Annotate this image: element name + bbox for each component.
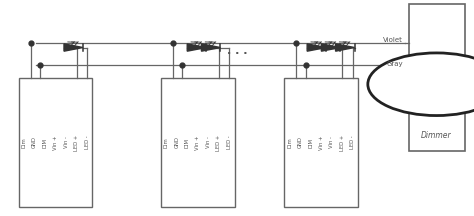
Text: Dimmer: Dimmer bbox=[421, 130, 452, 140]
Circle shape bbox=[368, 53, 474, 116]
Text: Vin -: Vin - bbox=[206, 137, 211, 148]
Text: Gray: Gray bbox=[386, 61, 403, 67]
Text: Vin -: Vin - bbox=[329, 137, 334, 148]
Text: Vin +: Vin + bbox=[319, 135, 324, 150]
Bar bbox=[284, 78, 358, 207]
Bar bbox=[19, 78, 92, 207]
Text: Vin +: Vin + bbox=[53, 135, 58, 150]
Text: GND: GND bbox=[174, 137, 179, 148]
Text: Dim: Dim bbox=[164, 137, 169, 148]
Polygon shape bbox=[307, 44, 326, 51]
Bar bbox=[161, 78, 235, 207]
Polygon shape bbox=[336, 44, 355, 51]
Text: Vin -: Vin - bbox=[64, 137, 69, 148]
Text: Violet: Violet bbox=[383, 37, 403, 43]
Text: LED -: LED - bbox=[85, 136, 90, 149]
Text: LED +: LED + bbox=[74, 134, 79, 151]
Text: GND: GND bbox=[32, 137, 37, 148]
Text: Vin +: Vin + bbox=[195, 135, 201, 150]
Polygon shape bbox=[64, 44, 83, 51]
Text: LED -: LED - bbox=[350, 136, 355, 149]
Polygon shape bbox=[321, 44, 340, 51]
Polygon shape bbox=[201, 44, 220, 51]
Text: LED +: LED + bbox=[340, 134, 345, 151]
Polygon shape bbox=[187, 44, 206, 51]
Text: LED +: LED + bbox=[217, 134, 221, 151]
Text: GND: GND bbox=[298, 137, 302, 148]
Text: Dim: Dim bbox=[287, 137, 292, 148]
Text: DIM: DIM bbox=[185, 138, 190, 148]
Bar bbox=[409, 4, 465, 151]
Text: · · ·: · · · bbox=[227, 49, 247, 59]
Text: LED -: LED - bbox=[227, 136, 232, 149]
Text: DIM: DIM bbox=[43, 138, 48, 148]
Text: Dim: Dim bbox=[22, 137, 27, 148]
Text: DIM: DIM bbox=[308, 138, 313, 148]
